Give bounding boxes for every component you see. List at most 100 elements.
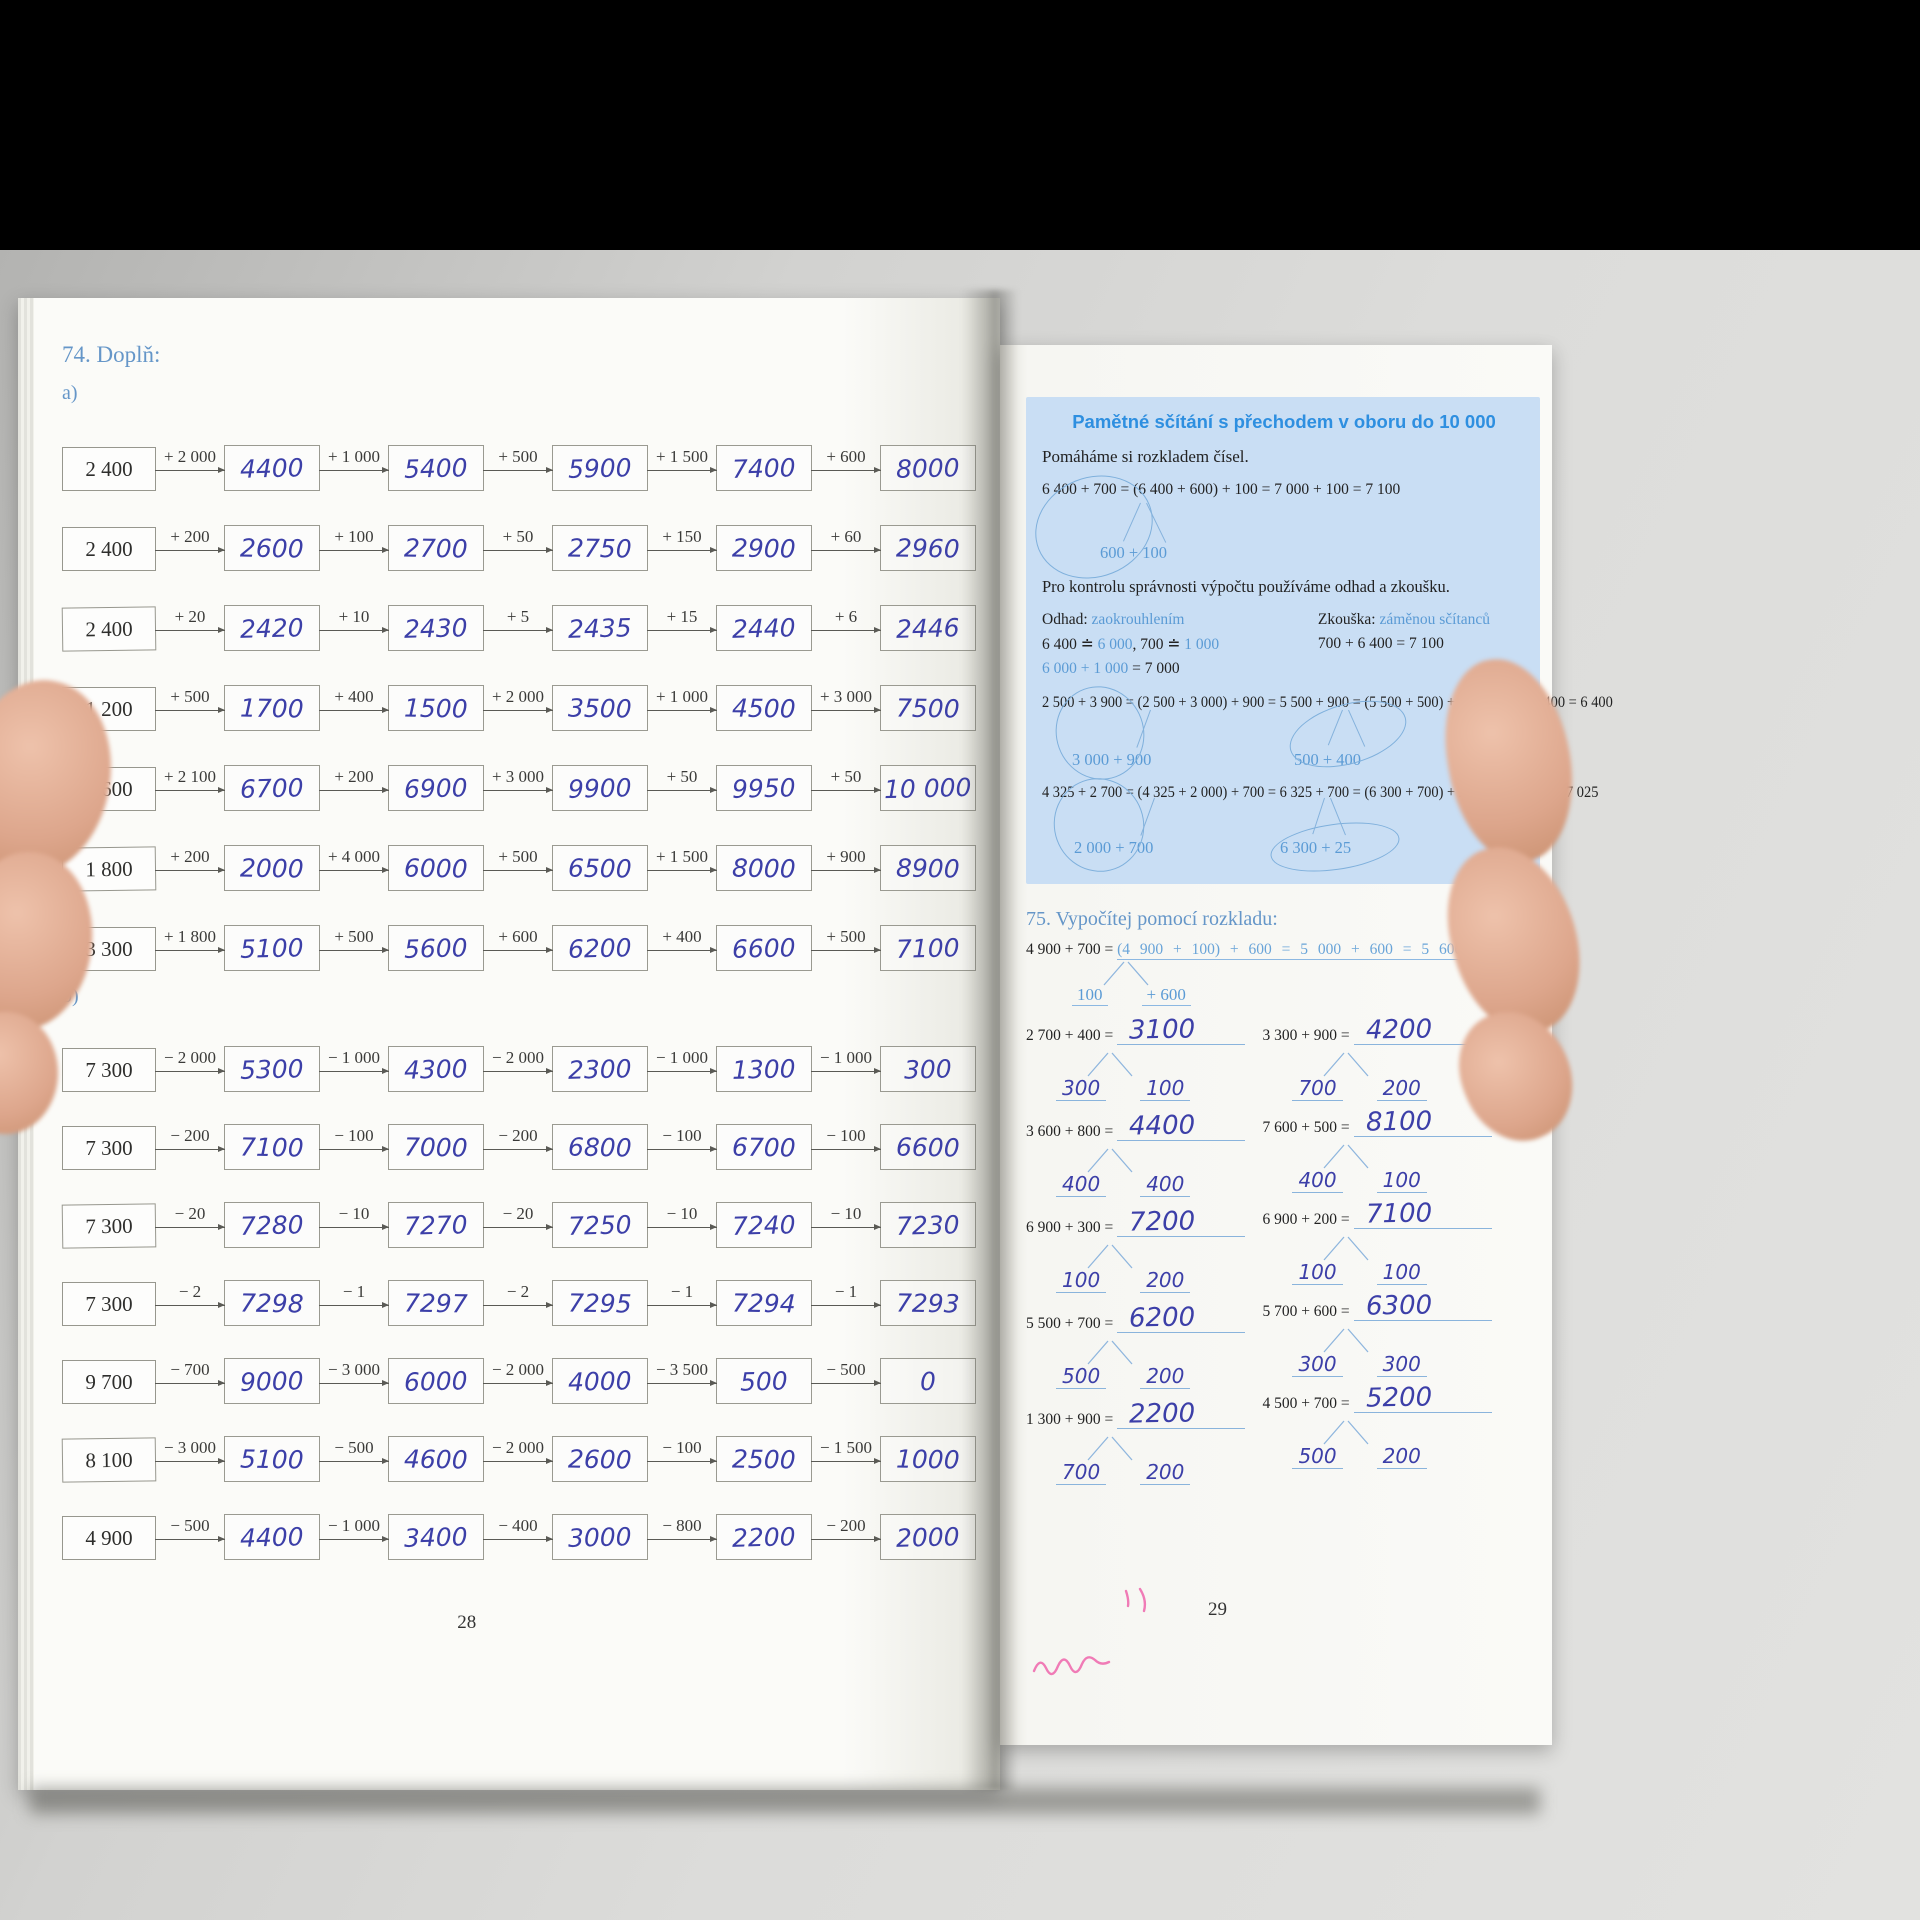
answer-blank: 8100 (1353, 1106, 1492, 1138)
answer-blank: 2200 (1117, 1398, 1246, 1430)
chain-rows-a: 2 400 + 2 000 4400 + 1 000 5400 + 500 5900 + 1 … (61, 411, 982, 971)
handwritten-answer: 6700 (731, 1131, 797, 1163)
answer-box: 7250 (552, 1202, 648, 1248)
decomposition: 400 400 (1056, 1148, 1262, 1197)
handwritten-answer: 5900 (567, 452, 633, 484)
handwritten-answer: 2500 (731, 1443, 797, 1475)
chain-step: + 2 000 (483, 687, 553, 731)
chain-step: + 15 (647, 607, 717, 651)
decomp-number: 300 (1376, 1352, 1427, 1377)
handwritten-answer: 7250 (567, 1209, 633, 1241)
handwritten-answer: 6000 (403, 852, 469, 884)
chain-step: − 700 (155, 1360, 225, 1404)
decomposition-lines-icon (1087, 1052, 1133, 1077)
answer-box: 7293 (880, 1280, 976, 1326)
answer-box: 8000 (880, 445, 976, 491)
chain-step: + 600 (483, 927, 553, 971)
handwritten-answer: 2900 (731, 532, 797, 564)
estimate-black-1: 6 400 ≐ (1042, 636, 1098, 653)
handwritten-answer: 3100 (1128, 1014, 1196, 1046)
answer-blank: 6200 (1117, 1302, 1246, 1334)
chain-step: + 2 100 (155, 767, 225, 811)
handwritten-answer: 8000 (731, 852, 797, 884)
answer-blank: 7100 (1353, 1198, 1492, 1230)
arrow-icon (647, 947, 717, 953)
operation-label: + 15 (666, 607, 698, 626)
answer-blank: 4400 (1117, 1110, 1246, 1142)
chain-step: − 1 000 (319, 1048, 389, 1092)
handwritten-answer: 2440 (731, 612, 797, 644)
answer-box: 2440 (716, 605, 812, 651)
chain-step: − 500 (319, 1438, 389, 1482)
decomposition: 100 200 (1056, 1244, 1262, 1293)
operation-label: − 1 500 (819, 1438, 873, 1457)
chain-step: + 200 (155, 847, 225, 891)
operation-label: − 1 (342, 1282, 366, 1301)
arrow-icon (647, 1224, 717, 1230)
decomposition: 500 200 (1056, 1340, 1262, 1389)
handwritten-answer: 7500 (895, 692, 961, 724)
chain-step: − 200 (811, 1516, 881, 1560)
zkouska-label: Zkouška: (1317, 611, 1376, 628)
answer-box: 9950 (716, 765, 812, 811)
book-spine-shadow (962, 290, 1018, 1790)
odhad-value: zaokrouhlením (1091, 611, 1185, 628)
chain-row: 7 300 − 2 7298 − 1 7297 − 2 7295 − 1 7294 − 1 7293 (62, 1248, 982, 1326)
exercise-75-left-column: 2 700 + 400 = 3100 300 100 3 600 + 800 = 4400… (1026, 1014, 1262, 1498)
answer-blank: 3100 (1117, 1014, 1246, 1046)
arrow-icon (155, 1302, 225, 1308)
chain-step: − 3 000 (319, 1360, 389, 1404)
decomp-number: 100 (1376, 1260, 1427, 1285)
chain-row: 2 400 + 20 2420 + 10 2430 + 5 2435 + 15 2440 + 6 2… (61, 571, 982, 652)
arrow-icon (155, 1458, 225, 1464)
operation-label: − 10 (666, 1204, 698, 1223)
operation-label: − 200 (170, 1126, 210, 1145)
handwritten-answer: 2430 (403, 612, 469, 644)
answer-box: 6500 (552, 845, 648, 891)
operation-label: + 20 (174, 607, 206, 626)
estimate-sum-blue: 6 000 + 1 000 (1042, 660, 1129, 677)
operation-label: − 2 (178, 1282, 202, 1301)
answer-blank: 7200 (1117, 1206, 1246, 1238)
arrow-icon (811, 947, 881, 953)
chain-step: + 500 (319, 927, 389, 971)
chain-step: + 3 000 (483, 767, 553, 811)
chain-step: − 2 000 (155, 1048, 225, 1092)
arrow-icon (483, 1302, 553, 1308)
arrow-icon (647, 547, 717, 553)
decomp-number: 700 (1056, 1460, 1107, 1485)
handwritten-answer: 4400 (1128, 1110, 1196, 1142)
operation-label: − 1 000 (819, 1048, 873, 1067)
decomp-number: 400 (1292, 1168, 1343, 1193)
decomp-number: 300 (1292, 1352, 1343, 1377)
operation-label: + 2 000 (491, 687, 545, 706)
exercise-item: 4 500 + 700 = 5200 500 200 (1262, 1382, 1540, 1478)
operation-label: + 600 (826, 447, 866, 466)
answer-box: 6600 (880, 1124, 976, 1170)
answer-box: 8900 (880, 845, 976, 891)
chain-step: − 2 000 (483, 1048, 553, 1092)
chain-step: + 150 (647, 527, 717, 571)
chain-row: 8 100 − 3 000 5100 − 500 4600 − 2 000 2600 − 10… (61, 1404, 982, 1483)
chain-step: − 3 500 (647, 1360, 717, 1404)
operation-label: + 900 (826, 847, 866, 866)
answer-box: 7298 (224, 1280, 320, 1326)
arrow-icon (483, 787, 553, 793)
arrow-icon (319, 1458, 389, 1464)
chain-row: 2 400 + 2 000 4400 + 1 000 5400 + 500 5900 + 1 … (62, 411, 982, 491)
decomposition: 100 100 (1292, 1236, 1540, 1285)
decomp-number: 100 (1376, 1168, 1427, 1193)
exercise-line: 6 900 + 200 = 7100 (1262, 1198, 1540, 1236)
answer-box: 2200 (716, 1514, 812, 1560)
chain-step: + 1 500 (647, 847, 717, 891)
decomp-number: 700 (1292, 1076, 1343, 1101)
arrow-icon (483, 947, 553, 953)
operation-label: − 3 500 (655, 1360, 709, 1379)
arrow-icon (483, 547, 553, 553)
handwritten-answer: 1300 (731, 1053, 797, 1085)
arrow-icon (647, 707, 717, 713)
operation-label: − 100 (826, 1126, 866, 1145)
answer-box: 7294 (716, 1280, 812, 1326)
handwritten-answer: 6700 (239, 772, 305, 804)
